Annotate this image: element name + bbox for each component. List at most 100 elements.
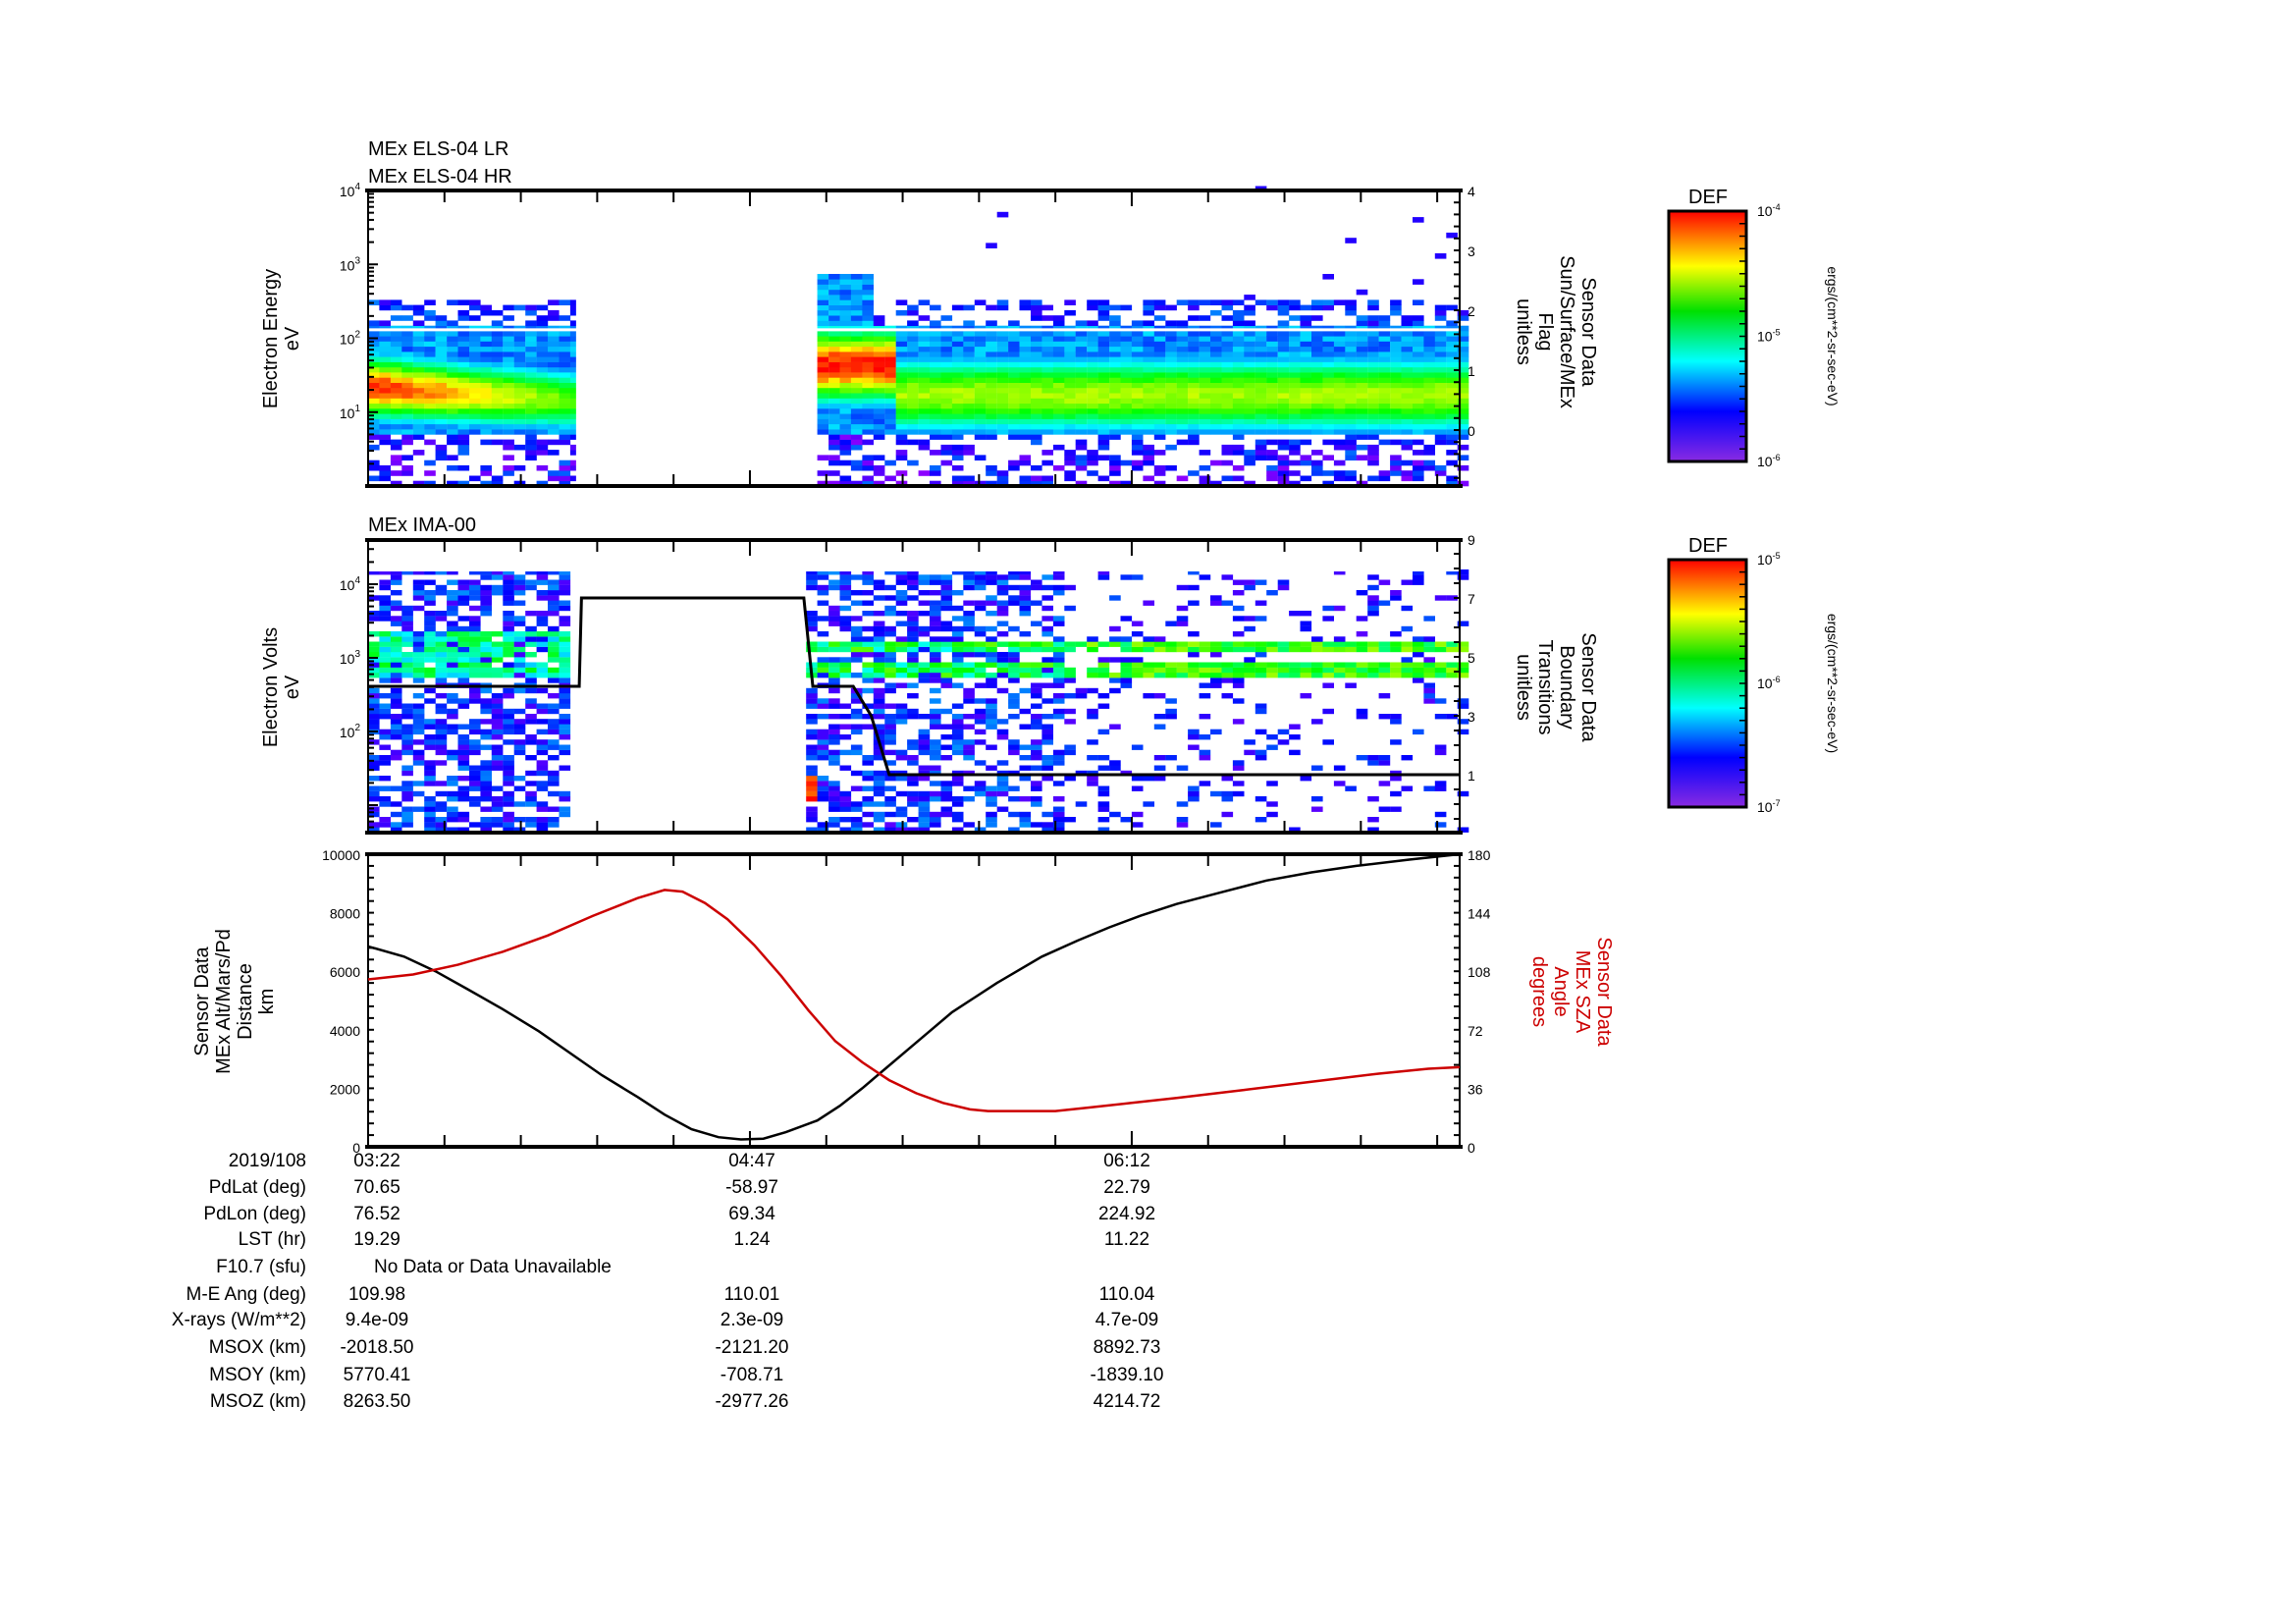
colorbar-tick-label: 10-6	[1757, 453, 1781, 469]
heatmap-cell	[918, 673, 931, 678]
heatmap-cell	[401, 724, 413, 730]
heatmap-cell	[839, 295, 852, 300]
heatmap-cell	[1345, 444, 1357, 451]
heatmap-cell	[1165, 641, 1177, 647]
heatmap-cell	[873, 667, 885, 674]
heatmap-cell	[457, 299, 470, 305]
heatmap-cell	[1199, 408, 1211, 414]
heatmap-cell	[379, 801, 391, 807]
heatmap-cell	[963, 444, 975, 451]
heatmap-cell	[569, 361, 582, 368]
heatmap-cell	[1232, 605, 1245, 612]
heatmap-cell	[996, 579, 1009, 585]
heatmap-cell	[536, 393, 549, 399]
tick-base: 10	[1757, 329, 1773, 345]
heatmap-cell	[1131, 811, 1144, 818]
heatmap-cell	[1188, 299, 1200, 305]
heatmap-cell	[1097, 361, 1110, 368]
heatmap-cell	[1052, 708, 1065, 715]
heatmap-cell	[548, 703, 560, 709]
heatmap-cell	[817, 331, 829, 337]
heatmap-cell	[559, 673, 571, 678]
heatmap-cell	[525, 418, 537, 425]
heatmap-cell	[884, 631, 896, 637]
heatmap-cell	[559, 356, 571, 362]
heatmap-cell	[862, 274, 874, 280]
heatmap-cell	[1143, 450, 1154, 456]
heatmap-cell	[457, 341, 470, 348]
heatmap-cell	[548, 611, 560, 617]
heatmap-cell	[412, 331, 425, 337]
heatmap-cell	[839, 657, 852, 663]
heatmap-cell	[1446, 232, 1458, 239]
heatmap-cell	[457, 382, 470, 389]
heatmap-cell	[368, 393, 380, 399]
heatmap-cell	[401, 652, 413, 658]
heatmap-cell	[548, 806, 560, 812]
heatmap-cell	[1120, 423, 1133, 430]
heatmap-cell	[1390, 418, 1402, 425]
heatmap-cell	[457, 703, 470, 709]
heatmap-cell	[1423, 366, 1435, 373]
colorbar	[1667, 558, 1748, 809]
heatmap-cell	[873, 811, 885, 818]
heatmap-cell	[895, 393, 908, 399]
heatmap-cell	[1109, 398, 1121, 405]
heatmap-cell	[401, 423, 413, 430]
heatmap-cell	[951, 811, 964, 818]
heatmap-cell	[1075, 352, 1088, 357]
heatmap-cell	[873, 361, 885, 368]
y-tick-label: 102	[340, 723, 361, 740]
heatmap-cell	[1300, 372, 1312, 378]
heatmap-cell	[457, 657, 470, 663]
heatmap-cell	[1188, 366, 1200, 373]
heatmap-cell	[951, 434, 964, 440]
heatmap-cell	[1188, 393, 1200, 399]
heatmap-cell	[850, 393, 863, 399]
heatmap-cell	[513, 361, 526, 368]
heatmap-cell	[974, 382, 987, 389]
heatmap-cell	[1221, 299, 1234, 305]
heatmap-cell	[940, 755, 953, 761]
heatmap-cell	[1333, 439, 1346, 446]
heatmap-cell	[930, 714, 941, 720]
heatmap-cell	[559, 641, 571, 647]
heatmap-cell	[1019, 455, 1032, 460]
heatmap-cell	[839, 423, 852, 430]
heatmap-cell	[839, 413, 852, 419]
heatmap-cell	[525, 336, 537, 342]
heatmap-cell	[536, 781, 549, 786]
heatmap-cell	[1244, 346, 1255, 352]
heatmap-cell	[1244, 408, 1255, 414]
heatmap-cell	[1052, 636, 1065, 642]
heatmap-cell	[1277, 403, 1290, 409]
heatmap-cell	[390, 398, 402, 405]
heatmap-cell	[996, 393, 1009, 399]
heatmap-cell	[1300, 304, 1312, 311]
heatmap-cell	[1188, 652, 1200, 658]
heatmap-cell	[996, 719, 1009, 725]
heatmap-cell	[1064, 423, 1076, 430]
heatmap-cell	[1333, 346, 1346, 352]
heatmap-cell	[368, 341, 380, 348]
heatmap-cell	[1064, 387, 1076, 394]
heatmap-cell	[1199, 646, 1211, 653]
heatmap-cell	[559, 413, 571, 419]
heatmap-cell	[1311, 352, 1323, 357]
heatmap-cell	[559, 590, 571, 596]
heatmap-cell	[862, 429, 874, 435]
heatmap-cell	[850, 827, 863, 833]
heatmap-cell	[850, 315, 863, 321]
heatmap-cell	[940, 346, 953, 352]
heatmap-cell	[806, 569, 818, 575]
tick-base: 10	[340, 332, 355, 348]
heatmap-cell	[503, 765, 514, 771]
heatmap-cell	[480, 631, 492, 637]
heatmap-cell	[1266, 341, 1278, 348]
heatmap-cell	[525, 372, 537, 378]
ephemeris-label: X-rays (W/m**2)	[172, 1310, 306, 1330]
heatmap-cell	[1097, 729, 1110, 735]
heatmap-cell	[940, 423, 953, 430]
heatmap-cell	[1109, 304, 1121, 311]
heatmap-cell	[884, 403, 896, 409]
